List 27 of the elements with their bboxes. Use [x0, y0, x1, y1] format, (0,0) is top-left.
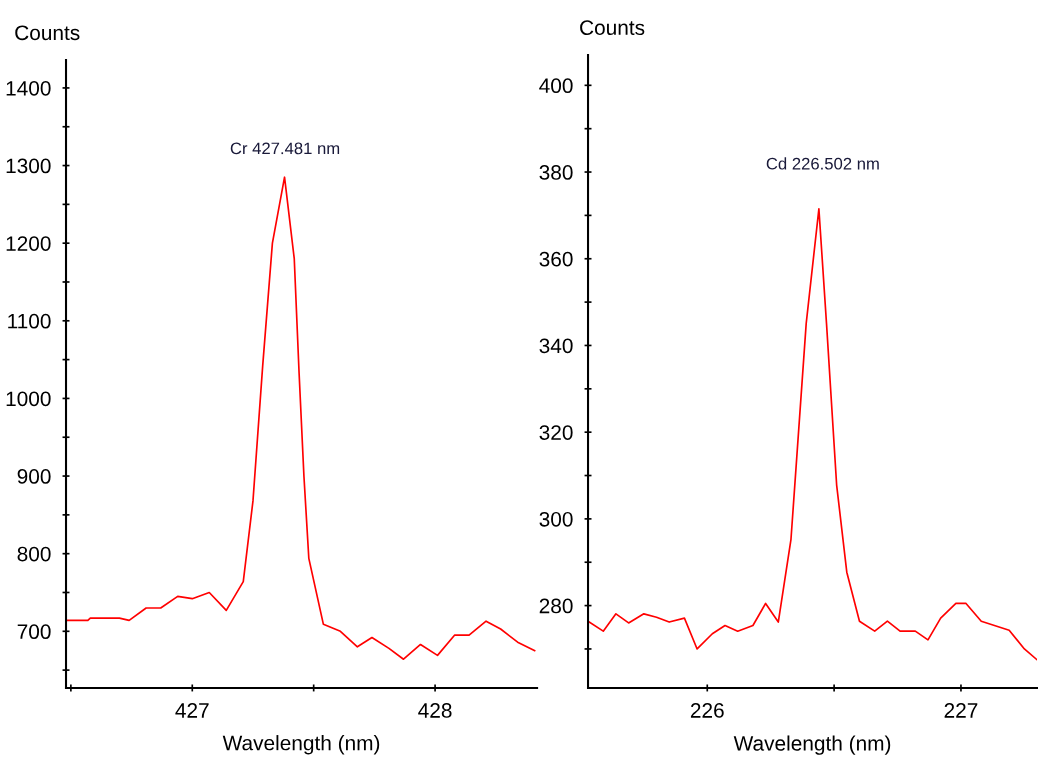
x-tick-label: 427	[175, 703, 209, 718]
x-axis-title: Wavelength (nm)	[222, 735, 380, 755]
y-tick-label: 1200	[6, 236, 51, 251]
annotation: Cr 427.481 nm	[230, 142, 340, 155]
line-series	[588, 208, 1038, 661]
x-tick-label: 227	[944, 703, 978, 718]
y-tick-label: 700	[17, 624, 51, 640]
y-axis-title: Counts	[15, 25, 80, 41]
x-tick-label: 428	[418, 703, 452, 718]
y-tick-label: 1400	[6, 80, 51, 96]
y-tick-label: 900	[17, 469, 51, 484]
annotation: Cd 226.502 nm	[766, 157, 879, 170]
x-axis-title: Wavelength (nm)	[733, 735, 891, 755]
y-tick-label: 320	[539, 425, 573, 440]
y-tick-label: 1000	[6, 391, 51, 407]
y-tick-label: 300	[539, 511, 573, 527]
y-tick-label: 800	[17, 546, 51, 562]
x-tick-label: 226	[690, 703, 724, 718]
y-tick-label: 280	[539, 598, 573, 614]
y-tick-label: 340	[539, 338, 573, 354]
y-tick-label: 1100	[8, 313, 51, 329]
y-tick-label: 400	[539, 78, 573, 94]
line-series	[66, 176, 536, 661]
y-tick-label: 380	[539, 165, 573, 180]
y-tick-label: 1300	[6, 158, 51, 174]
y-tick-label: 360	[539, 251, 573, 267]
y-axis-title: Counts	[580, 20, 645, 36]
